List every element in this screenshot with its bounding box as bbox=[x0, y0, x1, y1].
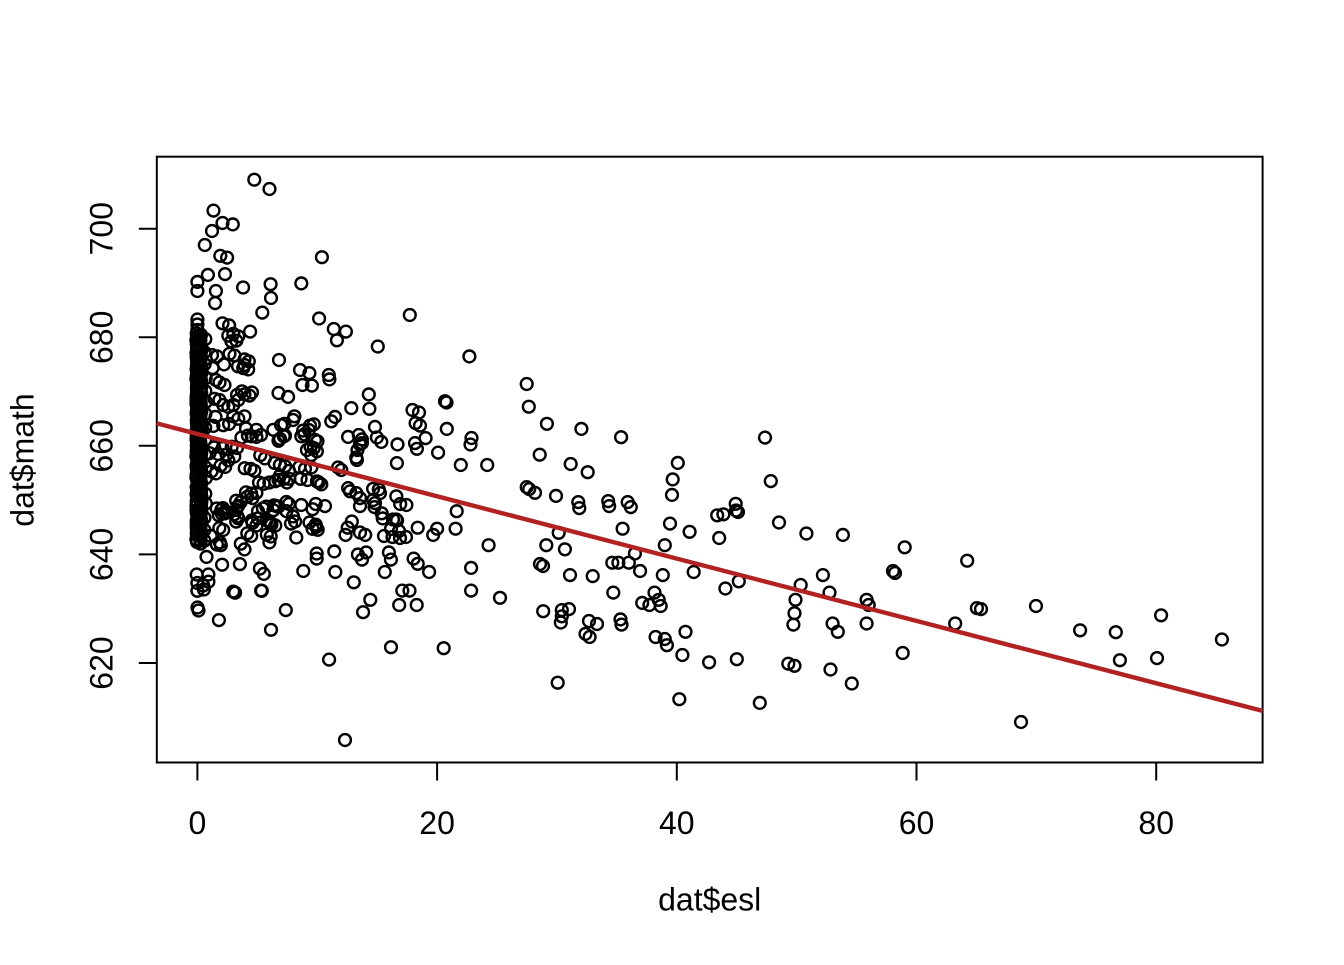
svg-text:20: 20 bbox=[419, 805, 455, 841]
svg-text:80: 80 bbox=[1138, 805, 1174, 841]
svg-text:dat$esl: dat$esl bbox=[658, 882, 761, 918]
svg-text:620: 620 bbox=[84, 636, 120, 689]
svg-text:60: 60 bbox=[899, 805, 935, 841]
svg-text:680: 680 bbox=[84, 311, 120, 364]
svg-text:40: 40 bbox=[659, 805, 695, 841]
svg-text:0: 0 bbox=[189, 805, 207, 841]
svg-text:660: 660 bbox=[84, 419, 120, 472]
svg-text:700: 700 bbox=[84, 202, 120, 255]
svg-text:640: 640 bbox=[84, 528, 120, 581]
svg-text:dat$math: dat$math bbox=[5, 393, 41, 526]
